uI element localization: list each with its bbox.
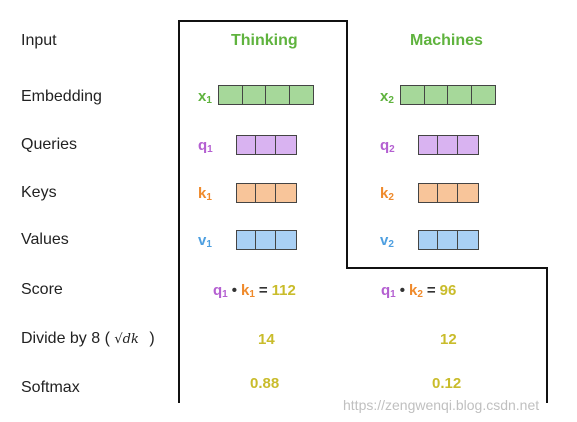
divided-value-2: 12 [440, 331, 457, 348]
row-label-embedding: Embedding [21, 88, 102, 105]
row-label-keys: Keys [21, 184, 57, 201]
k2-vector [418, 183, 479, 203]
x1-symbol: x1 [198, 88, 212, 106]
score-formula-1: q1 • k1 = 112 [213, 282, 296, 300]
k1-vector [236, 183, 297, 203]
row-label-softmax: Softmax [21, 379, 80, 396]
q2-vector [418, 135, 479, 155]
score-value-2: 96 [439, 282, 457, 299]
v1-symbol: v1 [198, 232, 212, 250]
q1-vector [236, 135, 297, 155]
divide-prefix: Divide by 8 ( [21, 330, 110, 347]
watermark: https://zengwenqi.blog.csdn.net [343, 397, 540, 413]
word-thinking: Thinking [231, 32, 298, 49]
k1-symbol: k1 [198, 185, 212, 203]
row-label-queries: Queries [21, 136, 78, 153]
score-formula-2: q1 • k2 = 96 [381, 282, 457, 300]
k2-symbol: k2 [380, 185, 394, 203]
v2-symbol: v2 [380, 232, 394, 250]
divided-value-1: 14 [258, 331, 275, 348]
x2-vector [400, 85, 496, 105]
sqrt-dk: √dk [114, 332, 139, 347]
v2-vector [418, 230, 479, 250]
q2-symbol: q2 [380, 137, 395, 155]
row-label-score: Score [21, 281, 63, 298]
row-label-values: Values [21, 231, 69, 248]
x2-symbol: x2 [380, 88, 394, 106]
x1-vector [218, 85, 314, 105]
softmax-value-2: 0.12 [432, 375, 462, 392]
softmax-value-1: 0.88 [250, 375, 280, 392]
word-machines: Machines [410, 32, 483, 49]
row-label-input: Input [21, 32, 57, 49]
q1-symbol: q1 [198, 137, 213, 155]
row-label-divide: Divide by 8 ( √dk ) [21, 330, 155, 348]
score-value-1: 112 [271, 282, 296, 299]
divide-suffix: ) [149, 330, 155, 347]
v1-vector [236, 230, 297, 250]
